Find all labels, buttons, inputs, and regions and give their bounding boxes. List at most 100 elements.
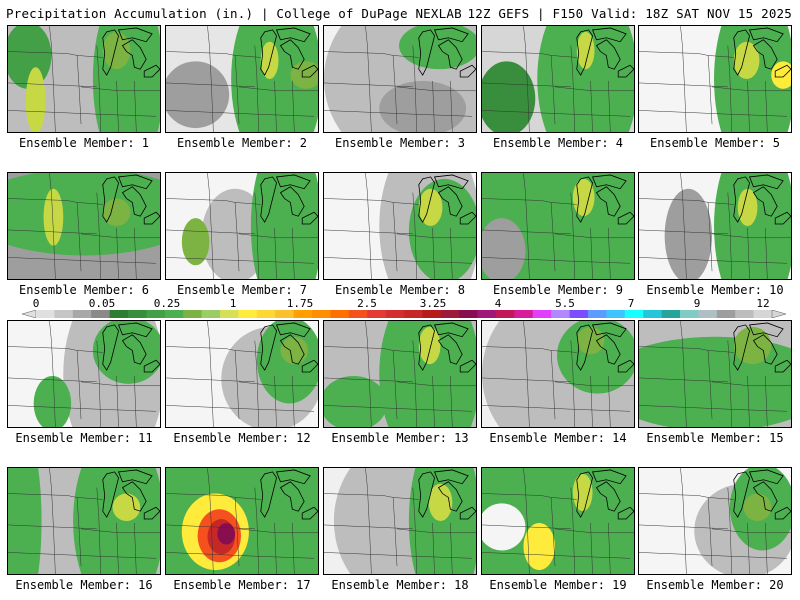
state-border [254, 340, 260, 427]
state-border [96, 340, 102, 427]
state-border [134, 522, 137, 574]
state-border [365, 468, 372, 574]
state-border [324, 257, 473, 264]
precip-contour [714, 26, 791, 132]
ensemble-panel: Ensemble Member: 7 [165, 172, 319, 297]
state-border [482, 524, 571, 530]
precip-contour [714, 173, 791, 279]
state-border [76, 202, 82, 272]
map-title: Precipitation Accumulation (in.) | Colle… [6, 6, 462, 21]
state-border [707, 497, 713, 567]
map-graphic [324, 321, 476, 427]
colorbar-segment [422, 310, 442, 318]
state-border [365, 26, 372, 132]
great-lakes-outline [102, 322, 160, 373]
map-graphic [8, 173, 160, 279]
state-border [590, 522, 593, 574]
map-graphic [324, 173, 476, 279]
state-border [76, 350, 82, 420]
colorbar-segment [275, 310, 294, 318]
state-border [432, 80, 435, 132]
state-border [482, 552, 631, 559]
state-border [166, 229, 255, 235]
precip-contour [482, 468, 634, 574]
state-border [727, 340, 733, 427]
state-border [274, 227, 277, 279]
map-graphic [482, 26, 634, 132]
precip-contour [102, 31, 131, 70]
state-border [765, 227, 768, 279]
state-border [412, 192, 418, 279]
state-border [207, 173, 214, 279]
ensemble-member-label: Ensemble Member: 16 [15, 578, 153, 592]
state-border [523, 468, 530, 574]
map-graphic [324, 26, 476, 132]
ensemble-member-label: Ensemble Member: 15 [646, 431, 784, 445]
state-border [639, 51, 734, 58]
colorbar-tick-label: 0.05 [88, 297, 116, 310]
state-border [234, 350, 240, 420]
state-border [49, 468, 56, 574]
colorbar-segment [680, 310, 699, 318]
state-border [96, 45, 102, 132]
state-border [274, 522, 277, 574]
state-border [523, 26, 530, 132]
map-graphic [8, 321, 160, 427]
state-border [523, 321, 530, 427]
state-border [96, 192, 102, 279]
precip-contour [664, 188, 713, 279]
state-border [432, 522, 435, 574]
precip-contour [43, 188, 64, 246]
state-border [450, 227, 453, 279]
precipitation-map [638, 172, 792, 280]
precipitation-map [165, 320, 319, 428]
ensemble-panel: Ensemble Member: 3 [323, 25, 477, 150]
colorbar-segment [238, 310, 258, 318]
colorbar-segment [716, 310, 736, 318]
precipitation-map [323, 320, 477, 428]
state-border [608, 375, 611, 427]
state-border [765, 375, 768, 427]
state-border [707, 55, 713, 125]
state-border [166, 110, 315, 117]
state-border [450, 375, 453, 427]
state-border [116, 522, 119, 574]
state-border [254, 192, 260, 279]
state-border [8, 405, 157, 412]
ensemble-panel: Ensemble Member: 12 [165, 320, 319, 445]
state-border [765, 522, 768, 574]
state-border [166, 198, 261, 205]
state-border [570, 340, 576, 427]
state-border [234, 497, 240, 567]
great-lakes-outline [102, 469, 160, 520]
state-border [590, 375, 593, 427]
state-border [8, 110, 157, 117]
precip-contour [250, 173, 318, 279]
state-border [727, 45, 733, 132]
great-lakes-outline [260, 322, 318, 373]
state-border [608, 227, 611, 279]
state-border [207, 321, 214, 427]
great-lakes-outline [733, 174, 791, 225]
ensemble-member-label: Ensemble Member: 14 [489, 431, 627, 445]
state-border [550, 497, 556, 567]
state-border [324, 552, 473, 559]
ensemble-panel: Ensemble Member: 6 [7, 172, 161, 297]
colorbar-segment [440, 310, 460, 318]
state-border [116, 80, 119, 132]
colorbar-segment [404, 310, 423, 318]
state-border [555, 528, 634, 534]
colorbar-segment [385, 310, 405, 318]
state-border [747, 375, 750, 427]
colorbar-segment [569, 310, 589, 318]
state-border [81, 381, 160, 387]
state-border [482, 110, 631, 117]
colorbar-segment [514, 310, 534, 318]
ensemble-panel: Ensemble Member: 11 [7, 320, 161, 445]
precip-contour [572, 178, 595, 217]
precip-contour [537, 26, 634, 132]
precip-contour [408, 468, 476, 574]
map-graphic [482, 321, 634, 427]
state-border [747, 522, 750, 574]
state-border [482, 346, 577, 353]
